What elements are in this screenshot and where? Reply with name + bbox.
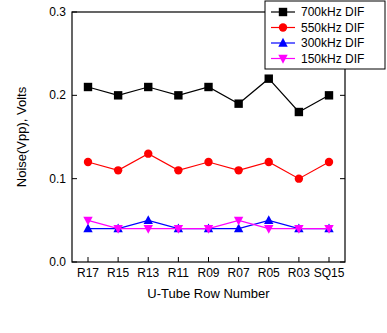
data-point: [174, 225, 183, 234]
x-tick: [88, 257, 89, 262]
data-point: [174, 91, 182, 99]
y-tick: [72, 12, 77, 13]
x-tick-label: R13: [137, 266, 159, 280]
data-point: [234, 99, 242, 107]
y-tick: [72, 178, 77, 179]
data-point: [84, 158, 92, 166]
y-tick-label: 0.1: [49, 172, 66, 186]
y-tick: [340, 262, 345, 263]
data-point: [204, 83, 212, 91]
x-tick-label: R15: [107, 266, 129, 280]
data-point: [144, 83, 152, 91]
series-line: [88, 154, 329, 179]
data-point: [204, 158, 212, 166]
y-tick: [72, 262, 77, 263]
y-tick-label: 0.0: [49, 255, 66, 269]
y-tick: [340, 178, 345, 179]
data-point: [84, 83, 92, 91]
data-point: [264, 215, 273, 224]
x-tick-label: SQ15: [314, 266, 345, 280]
data-point: [234, 217, 243, 226]
x-tick: [178, 257, 179, 262]
data-point: [144, 149, 152, 157]
data-point: [83, 217, 92, 226]
data-point: [113, 225, 122, 234]
x-tick-label: R07: [228, 266, 250, 280]
data-point: [325, 158, 333, 166]
x-tick: [208, 257, 209, 262]
x-tick-label: R09: [197, 266, 219, 280]
series-line: [88, 79, 329, 112]
y-tick: [340, 95, 345, 96]
y-tick-label: 0.2: [49, 88, 66, 102]
y-axis-label: Noise(Vpp), Volts: [14, 86, 29, 187]
y-tick-label: 0.3: [49, 5, 66, 19]
x-axis-label: U-Tube Row Number: [147, 286, 270, 301]
data-point: [234, 166, 242, 174]
legend-label: 550kHz DIF: [301, 21, 364, 35]
x-tick-label: R11: [168, 266, 189, 280]
legend-label: 150kHz DIF: [301, 52, 364, 66]
legend-label: 300kHz DIF: [301, 36, 364, 50]
legend-marker: [279, 8, 287, 16]
x-tick: [238, 257, 239, 262]
chart: 0.0 0.1 0.2 0.3 R17 R15 R13 R11 R09 R07 R05 R03 SQ15…: [0, 0, 387, 333]
x-tick-label: R05: [258, 266, 280, 280]
data-point: [174, 166, 182, 174]
x-tick: [268, 257, 269, 262]
data-point: [144, 215, 153, 224]
x-tick: [329, 257, 330, 262]
legend-marker: [279, 23, 287, 31]
legend-marker: [278, 38, 287, 47]
x-tick: [148, 257, 149, 262]
data-point: [264, 225, 273, 234]
data-point: [265, 158, 273, 166]
data-point: [265, 74, 273, 82]
data-point: [295, 108, 303, 116]
data-point: [325, 91, 333, 99]
x-tick-label: R03: [288, 266, 310, 280]
plot-area: [83, 74, 333, 233]
x-tick-label: R17: [77, 266, 99, 280]
data-point: [324, 225, 333, 234]
legend: 700kHz DIF 550kHz DIF300kHz DIF 150kHz DIF: [265, 1, 385, 69]
data-point: [144, 225, 153, 234]
data-point: [295, 174, 303, 182]
data-point: [114, 91, 122, 99]
data-point: [204, 225, 213, 234]
data-point: [294, 225, 303, 234]
x-tick: [298, 257, 299, 262]
legend-marker: [278, 55, 287, 64]
y-tick: [72, 95, 77, 96]
data-point: [114, 166, 122, 174]
legend-box: [265, 1, 385, 69]
legend-label: 700kHz DIF: [301, 5, 364, 19]
x-tick: [118, 257, 119, 262]
